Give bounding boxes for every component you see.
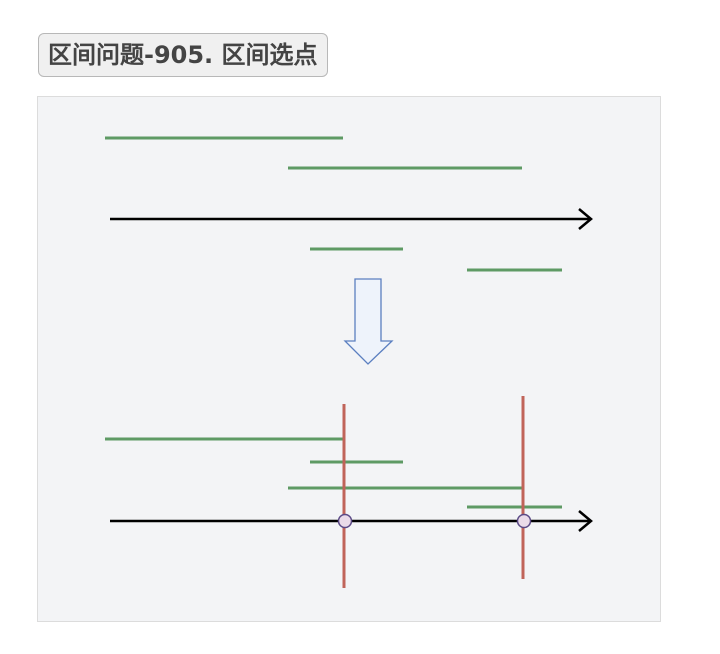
page-title: 区间问题-905. 区间选点	[38, 33, 328, 77]
chosen-point	[337, 513, 353, 529]
down-arrow	[343, 278, 394, 365]
panel	[37, 96, 661, 622]
axis-arrowhead	[578, 510, 593, 532]
axis-arrowhead	[578, 208, 593, 230]
chosen-point	[516, 513, 532, 529]
